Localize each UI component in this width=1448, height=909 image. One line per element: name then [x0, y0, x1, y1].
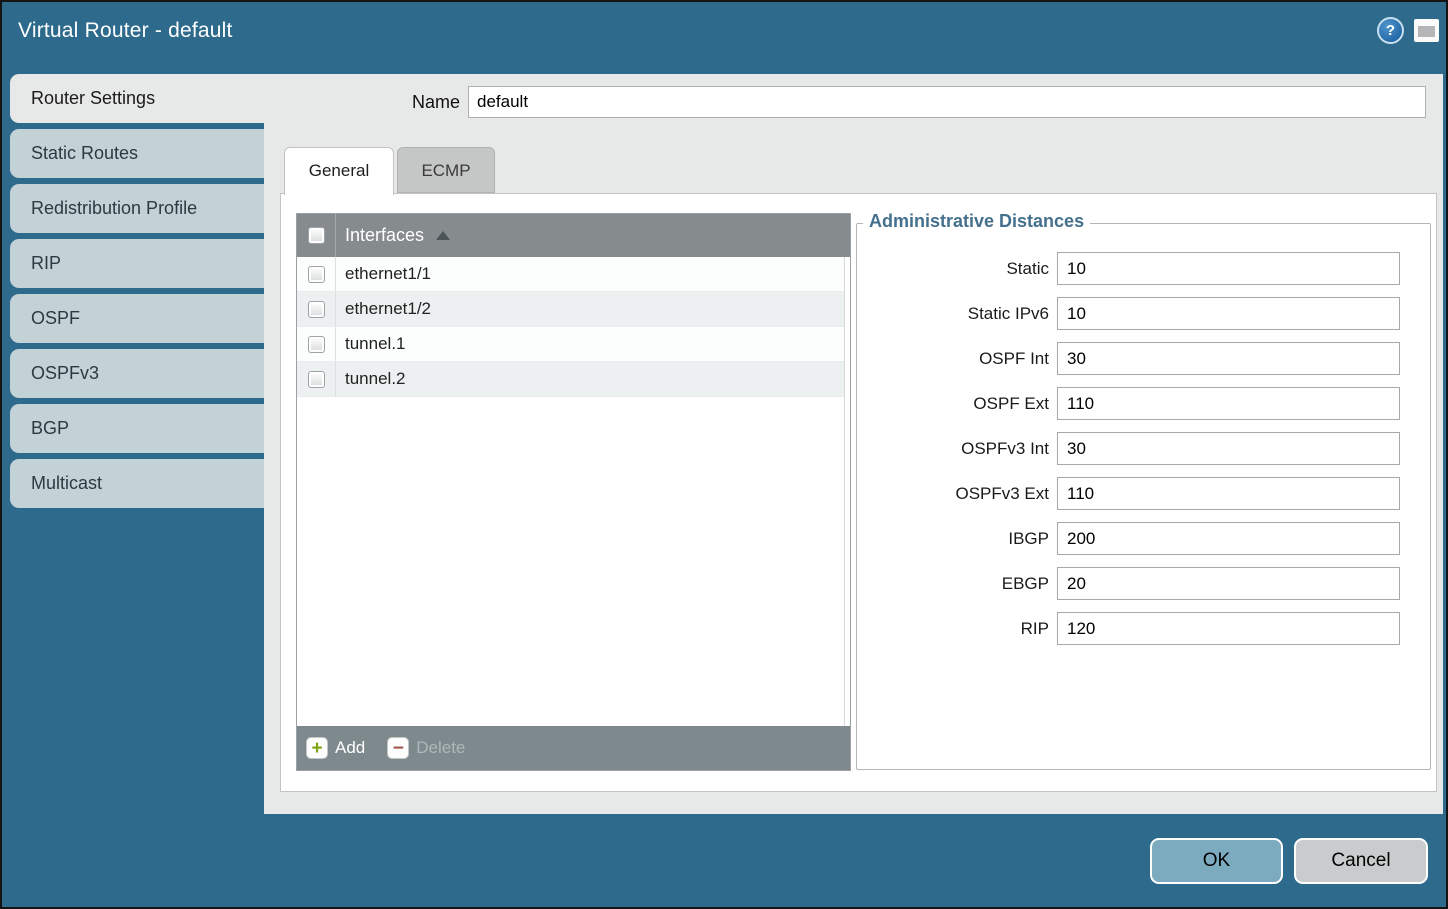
table-row-ethernet1-1[interactable]: ethernet1/1 — [297, 257, 844, 292]
interfaces-table: Interfaces ethernet1/1 ethernet1/2 tunne… — [296, 213, 851, 771]
row-checkbox[interactable] — [307, 370, 325, 388]
tab-general[interactable]: General — [284, 147, 394, 195]
admin-ibgp-row: IBGP — [857, 522, 1430, 555]
table-row-ethernet1-2[interactable]: ethernet1/2 — [297, 292, 844, 327]
interface-name: tunnel.2 — [345, 369, 406, 388]
general-tab-content: Interfaces ethernet1/1 ethernet1/2 tunne… — [280, 193, 1437, 792]
interfaces-table-header[interactable]: Interfaces — [297, 214, 850, 257]
rip-label: RIP — [1020, 618, 1049, 638]
select-all-checkbox[interactable] — [307, 227, 325, 244]
restore-window-icon[interactable] — [1414, 19, 1439, 42]
admin-static-input[interactable] — [1057, 252, 1400, 285]
static-label: Static — [1006, 258, 1049, 278]
name-input[interactable] — [468, 86, 1426, 118]
ospfv3-int-label: OSPFv3 Int — [961, 438, 1049, 458]
ok-button[interactable]: OK — [1150, 838, 1283, 884]
admin-ebgp-input[interactable] — [1057, 567, 1400, 600]
row-checkbox[interactable] — [307, 265, 325, 283]
add-button-label: Add — [335, 738, 366, 757]
admin-ospf-int-input[interactable] — [1057, 342, 1400, 375]
add-button[interactable]: + Add — [306, 737, 365, 759]
table-row-tunnel-2[interactable]: tunnel.2 — [297, 362, 844, 397]
router-settings-panel: Name General ECMP Interfaces ethernet1/1… — [264, 74, 1443, 814]
sidebar-item-router-settings[interactable]: Router Settings — [10, 74, 264, 123]
admin-ospfv3-ext-input[interactable] — [1057, 477, 1400, 510]
sidebar-item-rip[interactable]: RIP — [10, 239, 264, 288]
add-icon: + — [306, 737, 328, 759]
row-checkbox[interactable] — [307, 300, 325, 318]
tab-ecmp[interactable]: ECMP — [397, 147, 495, 193]
ospfv3-ext-label: OSPFv3 Ext — [955, 483, 1049, 503]
delete-button-label: Delete — [416, 738, 466, 757]
ebgp-label: EBGP — [1001, 573, 1049, 593]
sidebar-item-ospfv3[interactable]: OSPFv3 — [10, 349, 264, 398]
sidebar: Router Settings Static Routes Redistribu… — [10, 74, 264, 514]
admin-ebgp-row: EBGP — [857, 567, 1430, 600]
interfaces-table-footer: + Add − Delete — [297, 726, 850, 770]
admin-ospfv3-int-input[interactable] — [1057, 432, 1400, 465]
admin-ospf-int-row: OSPF Int — [857, 342, 1430, 375]
admin-static-ipv6-row: Static IPv6 — [857, 297, 1430, 330]
ospf-ext-label: OSPF Ext — [973, 393, 1049, 413]
sidebar-item-redistribution-profile[interactable]: Redistribution Profile — [10, 184, 264, 233]
admin-ospf-ext-input[interactable] — [1057, 387, 1400, 420]
cancel-button[interactable]: Cancel — [1294, 838, 1428, 884]
interface-name: ethernet1/2 — [345, 299, 432, 318]
ospf-int-label: OSPF Int — [979, 348, 1049, 368]
sidebar-item-static-routes[interactable]: Static Routes — [10, 129, 264, 178]
sidebar-item-multicast[interactable]: Multicast — [10, 459, 264, 508]
scrollbar-track[interactable] — [844, 257, 845, 726]
admin-ospfv3-ext-row: OSPFv3 Ext — [857, 477, 1430, 510]
delete-button[interactable]: − Delete — [387, 737, 465, 759]
interfaces-table-body: ethernet1/1 ethernet1/2 tunnel.1 tunnel.… — [297, 257, 850, 726]
static-ipv6-label: Static IPv6 — [967, 303, 1049, 323]
interface-name: tunnel.1 — [345, 334, 406, 353]
interfaces-column-header[interactable]: Interfaces — [345, 225, 425, 245]
dialog-title: Virtual Router - default — [18, 19, 233, 42]
admin-static-ipv6-input[interactable] — [1057, 297, 1400, 330]
name-label: Name — [411, 92, 460, 112]
sort-ascending-icon — [436, 231, 451, 240]
admin-ibgp-input[interactable] — [1057, 522, 1400, 555]
delete-icon: − — [387, 737, 410, 759]
sidebar-item-ospf[interactable]: OSPF — [10, 294, 264, 343]
sidebar-item-bgp[interactable]: BGP — [10, 404, 264, 453]
administrative-distances-fieldset: Administrative Distances Static Static I… — [856, 211, 1431, 770]
help-icon[interactable]: ? — [1377, 17, 1404, 44]
admin-static-row: Static — [857, 252, 1430, 285]
admin-rip-input[interactable] — [1057, 612, 1400, 645]
row-checkbox[interactable] — [307, 335, 325, 353]
admin-ospfv3-int-row: OSPFv3 Int — [857, 432, 1430, 465]
interface-name: ethernet1/1 — [345, 264, 432, 283]
ibgp-label: IBGP — [1008, 528, 1049, 548]
table-row-tunnel-1[interactable]: tunnel.1 — [297, 327, 844, 362]
admin-rip-row: RIP — [857, 612, 1430, 645]
admin-ospf-ext-row: OSPF Ext — [857, 387, 1430, 420]
administrative-distances-legend: Administrative Distances — [863, 211, 1091, 232]
